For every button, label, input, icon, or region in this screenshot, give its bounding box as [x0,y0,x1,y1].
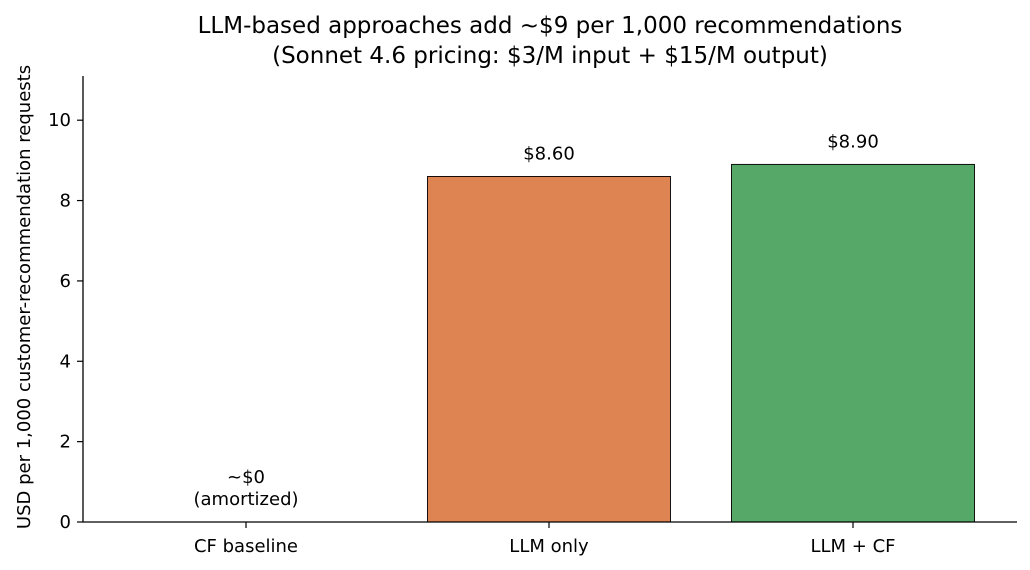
data-label: $8.60 [523,143,575,164]
x-tick-label: LLM + CF [810,536,895,557]
chart-title-line-2: (Sonnet 4.6 pricing: $3/M input + $15/M … [272,43,828,69]
y-tick-label: 0 [60,512,71,533]
bar-llm-cf [731,163,975,523]
y-tick-label: 10 [48,110,71,131]
y-tick-label: 8 [60,191,71,212]
x-tick-label: LLM only [509,536,589,557]
axes-layer: 0 2 4 6 8 10 CF baseline LLM only LLM + CF [48,76,1017,557]
y-axis-label: USD per 1,000 customer-recommendation re… [14,65,35,529]
y-tick-label: 6 [60,271,71,292]
data-label: (amortized) [193,489,298,510]
data-labels-layer: ~$0(amortized) $8.60 $8.90 [193,131,878,510]
data-label: ~$0 [227,467,265,488]
bar-llm-only [427,176,671,523]
chart-title-line-1: LLM-based approaches add ~$9 per 1,000 r… [198,13,903,39]
x-tick-label: CF baseline [194,536,298,557]
data-label: $8.90 [827,131,879,152]
bars-layer [427,163,975,523]
y-tick-label: 4 [60,351,71,372]
y-tick-label: 2 [60,432,71,453]
chart-title: LLM-based approaches add ~$9 per 1,000 r… [198,13,903,69]
